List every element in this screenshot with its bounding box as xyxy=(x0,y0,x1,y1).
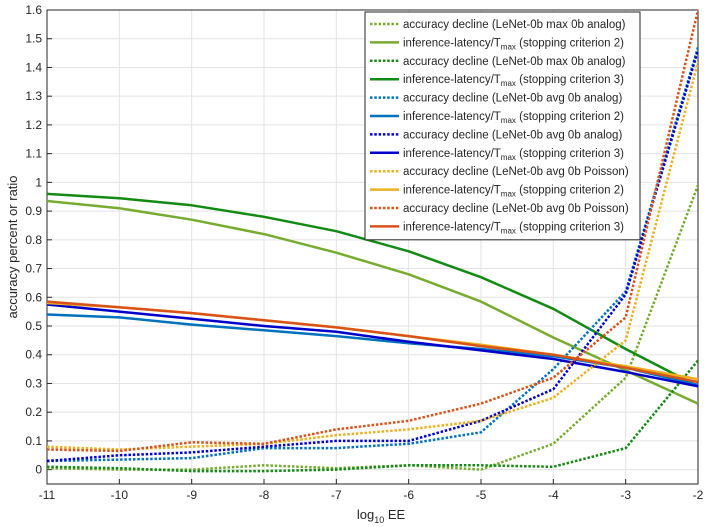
legend-entry-12: inference-latency/Tmax (stopping criteri… xyxy=(403,221,624,235)
legend-entry-9: accuracy decline (LeNet-0b avg 0b Poisso… xyxy=(403,166,629,178)
y-tick-label: 1.1 xyxy=(25,147,42,161)
series-lines xyxy=(47,10,698,473)
legend-entry-3: accuracy decline (LeNet-0b max 0b analog… xyxy=(403,56,626,68)
y-tick-label: 0.8 xyxy=(25,233,42,247)
series-line-8 xyxy=(47,303,698,388)
x-tick-label: -9 xyxy=(186,488,197,502)
x-tick-label: -7 xyxy=(331,488,342,502)
series-line-12 xyxy=(47,300,698,384)
x-tick-label: -8 xyxy=(259,488,270,502)
series-line-9 xyxy=(47,61,698,451)
x-tick-label: -11 xyxy=(39,488,56,502)
series-group xyxy=(47,10,698,473)
legend-entry-4: inference-latency/Tmax (stopping criteri… xyxy=(403,74,624,88)
y-tick-label: 0.9 xyxy=(25,204,42,218)
legend-entry-1: accuracy decline (LeNet-0b max 0b analog… xyxy=(403,19,626,31)
y-tick-label: 0.5 xyxy=(25,319,42,333)
legend-entry-2: inference-latency/Tmax (stopping criteri… xyxy=(403,37,624,51)
legend-box xyxy=(364,11,641,241)
legend: accuracy decline (LeNet-0b max 0b analog… xyxy=(364,11,641,241)
x-tick-label: -4 xyxy=(548,488,559,502)
y-tick-label: 0.4 xyxy=(25,348,42,362)
y-tick-label: 0.3 xyxy=(25,376,42,390)
y-tick-label: 1.2 xyxy=(25,118,42,132)
x-tick-label: -10 xyxy=(111,488,129,502)
y-tick-label: 1 xyxy=(35,175,42,189)
series-line-5 xyxy=(47,46,698,463)
x-axis-label: log10 EE xyxy=(357,507,406,525)
legend-entry-7: accuracy decline (LeNet-0b avg 0b analog… xyxy=(403,129,622,141)
y-tick-label: 0.6 xyxy=(25,290,42,304)
y-tick-label: 0 xyxy=(35,463,42,477)
legend-entry-6: inference-latency/Tmax (stopping criteri… xyxy=(403,111,624,125)
series-line-11 xyxy=(47,10,698,453)
y-tick-label: 0.7 xyxy=(25,262,42,276)
series-line-3 xyxy=(47,359,698,473)
y-tick-label: 0.1 xyxy=(25,434,42,448)
legend-entry-11: accuracy decline (LeNet-0b avg 0b Poisso… xyxy=(403,203,629,215)
legend-entry-10: inference-latency/Tmax (stopping criteri… xyxy=(403,185,624,199)
x-tick-label: -2 xyxy=(693,488,704,502)
y-tick-label: 1.5 xyxy=(25,32,42,46)
y-tick-label: 1.3 xyxy=(25,89,42,103)
y-axis-label: accuracy percent or ratio xyxy=(5,175,20,318)
legend-entry-5: accuracy decline (LeNet-0b avg 0b analog… xyxy=(403,93,622,105)
y-tick-label: 1.4 xyxy=(25,60,42,74)
series-line-2 xyxy=(47,199,698,405)
x-tick-label: -6 xyxy=(403,488,414,502)
legend-entry-8: inference-latency/Tmax (stopping criteri… xyxy=(403,148,624,162)
axes-box xyxy=(46,9,699,485)
series-line-7 xyxy=(47,49,698,463)
x-tick-label: -5 xyxy=(476,488,487,502)
y-tick-label: 0.2 xyxy=(25,405,42,419)
x-tick-label: -3 xyxy=(620,488,631,502)
y-tick-label: 1.6 xyxy=(25,3,42,17)
axes: -11 -10 -9 -8 -7 -6 -5 -4 -3 -2 0 0.1 0.2 0.3 0.4 0.5 0.… xyxy=(25,3,703,502)
